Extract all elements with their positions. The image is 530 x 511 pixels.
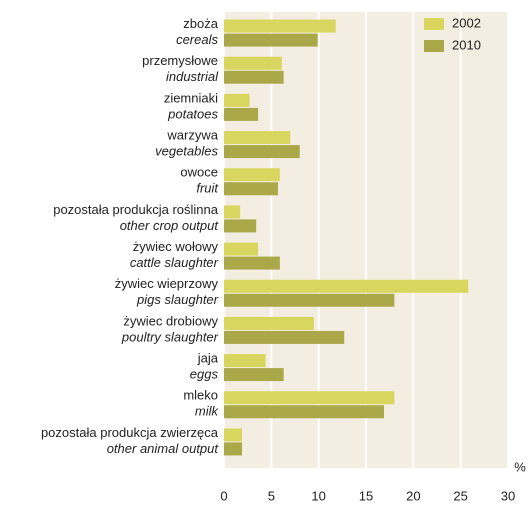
bar	[224, 19, 336, 33]
category-label-en: other crop output	[120, 218, 220, 233]
legend-swatch	[424, 40, 444, 52]
category-label-en: milk	[195, 404, 220, 419]
x-tick-label: 20	[406, 488, 420, 503]
bar	[224, 293, 395, 307]
bar	[224, 93, 250, 107]
legend-label: 2002	[452, 15, 481, 30]
category-label-en: cattle slaughter	[130, 255, 219, 270]
category-label: żywiec wołowy	[133, 239, 219, 254]
category-label-en: industrial	[166, 69, 219, 84]
bar	[224, 256, 280, 270]
bar	[224, 428, 242, 442]
category-label-en: poultry slaughter	[121, 329, 219, 344]
category-label-en: eggs	[190, 367, 219, 382]
bar	[224, 168, 280, 182]
x-tick-label: 25	[453, 488, 467, 503]
bar	[224, 145, 300, 159]
bar	[224, 354, 266, 368]
legend-swatch	[424, 18, 444, 30]
bar	[224, 107, 259, 121]
category-label: warzywa	[166, 128, 218, 143]
bar	[224, 391, 395, 405]
bar	[224, 316, 314, 330]
bar	[224, 279, 469, 293]
category-label: jaja	[197, 351, 219, 366]
category-label: mleko	[183, 388, 218, 403]
bar	[224, 242, 259, 256]
x-axis-label: %	[514, 459, 526, 474]
category-label-en: other animal output	[107, 441, 220, 456]
bar	[224, 219, 257, 233]
bar	[224, 442, 242, 456]
x-tick-label: 10	[311, 488, 325, 503]
bar	[224, 33, 318, 47]
category-label-en: pigs slaughter	[136, 292, 219, 307]
category-label: przemysłowe	[142, 53, 218, 68]
bar	[224, 405, 384, 419]
x-tick-label: 0	[220, 488, 227, 503]
bar	[224, 182, 278, 196]
category-label: owoce	[180, 165, 218, 180]
bar	[224, 56, 282, 70]
category-label: ziemniaki	[164, 90, 218, 105]
bar	[224, 368, 284, 382]
x-tick-label: 5	[268, 488, 275, 503]
x-tick-label: 15	[359, 488, 373, 503]
category-label: pozostała produkcja roślinna	[53, 202, 219, 217]
category-label-en: potatoes	[167, 106, 218, 121]
category-label: żywiec drobiowy	[123, 313, 218, 328]
bar	[224, 70, 284, 84]
legend-label: 2010	[452, 37, 481, 52]
category-label: żywiec wieprzowy	[115, 276, 219, 291]
bar	[224, 205, 241, 219]
category-label: pozostała produkcja zwierzęca	[41, 425, 219, 440]
category-label-en: vegetables	[155, 144, 218, 159]
category-label-en: cereals	[176, 32, 218, 47]
category-label-en: fruit	[196, 181, 219, 196]
bar	[224, 330, 345, 344]
bar	[224, 131, 291, 145]
category-label: zboża	[183, 16, 218, 31]
x-tick-label: 30	[501, 488, 515, 503]
